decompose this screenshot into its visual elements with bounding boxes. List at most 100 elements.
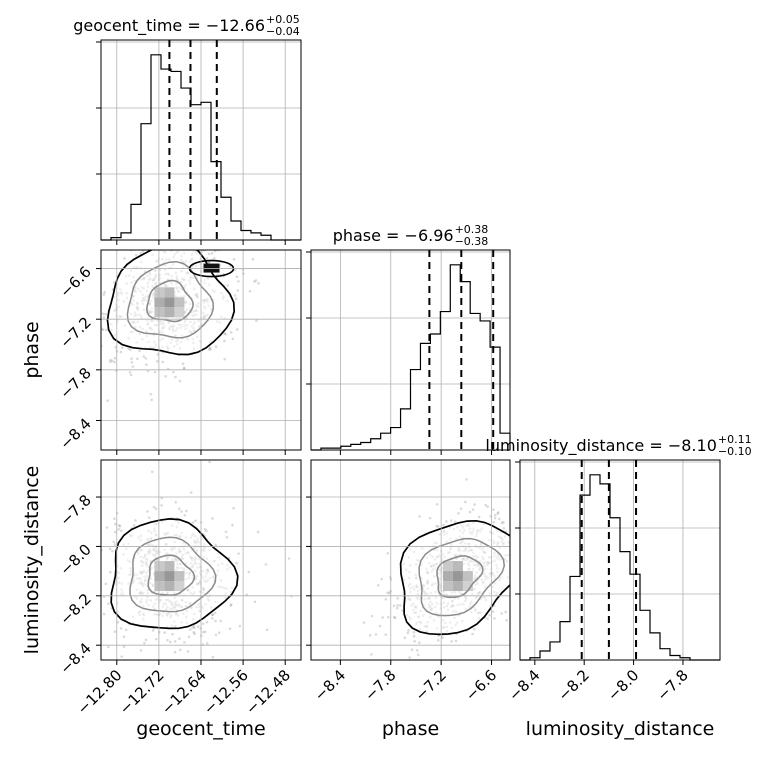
sample-point bbox=[253, 600, 257, 604]
title-plus: +0.38 bbox=[455, 223, 489, 236]
sample-point bbox=[527, 563, 530, 566]
sample-point bbox=[113, 517, 116, 520]
sample-point bbox=[122, 645, 126, 648]
sample-point bbox=[92, 315, 95, 318]
sample-point bbox=[182, 367, 186, 370]
sample-point bbox=[459, 507, 463, 511]
title-text: geocent_time = −12.66 bbox=[73, 16, 265, 36]
sample-point bbox=[146, 369, 150, 373]
sample-point bbox=[87, 576, 90, 579]
sample-point bbox=[374, 633, 378, 636]
sample-point bbox=[171, 228, 174, 231]
sample-point bbox=[254, 279, 258, 282]
sample-point bbox=[523, 571, 526, 574]
y-tick-label: −8.0 bbox=[56, 541, 94, 579]
contour-line bbox=[110, 518, 239, 630]
sample-point bbox=[162, 240, 165, 243]
sample-point bbox=[214, 619, 217, 623]
sample-point bbox=[253, 280, 256, 283]
sample-point bbox=[265, 628, 269, 632]
sample-point bbox=[113, 360, 116, 364]
sample-point bbox=[174, 375, 177, 379]
sample-point bbox=[473, 503, 476, 506]
sample-point bbox=[174, 500, 178, 504]
sample-point bbox=[134, 253, 138, 257]
sample-point bbox=[468, 510, 472, 514]
sample-point bbox=[234, 297, 238, 300]
density-panel bbox=[83, 460, 293, 659]
sample-point bbox=[393, 616, 397, 620]
grid-layer bbox=[101, 40, 720, 660]
sample-point bbox=[145, 363, 148, 366]
sample-point bbox=[453, 520, 457, 524]
sample-point bbox=[207, 348, 211, 351]
sample-point bbox=[124, 628, 128, 632]
sample-point bbox=[362, 621, 366, 624]
sample-point bbox=[104, 312, 108, 316]
sample-point bbox=[155, 359, 159, 363]
sample-point bbox=[392, 604, 396, 608]
sample-point bbox=[211, 613, 214, 617]
sample-point bbox=[214, 633, 218, 637]
panel-frame bbox=[310, 459, 511, 661]
sample-point bbox=[237, 552, 240, 555]
y-tick-label: −6.6 bbox=[56, 263, 94, 301]
sample-point bbox=[445, 520, 448, 523]
sample-point bbox=[182, 366, 186, 370]
title-text: phase = −6.96 bbox=[333, 226, 454, 245]
sample-point bbox=[486, 505, 490, 508]
sample-point bbox=[498, 517, 501, 521]
sample-point bbox=[102, 316, 106, 319]
sample-point bbox=[139, 252, 142, 255]
x-tick-label: −7.8 bbox=[653, 666, 691, 704]
title-minus: −0.10 bbox=[718, 445, 752, 458]
title-minus: −0.04 bbox=[266, 25, 300, 38]
title-phase: phase = −6.96 +0.38−0.38 bbox=[333, 223, 489, 248]
sample-point bbox=[183, 202, 186, 205]
density-panel bbox=[92, 202, 260, 403]
sample-point bbox=[417, 641, 421, 644]
title-minus: −0.38 bbox=[455, 235, 489, 248]
sample-point bbox=[450, 640, 453, 643]
sample-point bbox=[235, 328, 239, 331]
sample-point bbox=[225, 535, 229, 539]
sample-point bbox=[130, 357, 133, 361]
x-tick-label: −7.8 bbox=[361, 666, 399, 704]
sample-point bbox=[401, 609, 404, 612]
sample-point bbox=[493, 617, 496, 620]
sample-point bbox=[151, 629, 155, 632]
y-tick-label: −7.8 bbox=[56, 364, 94, 402]
sample-point bbox=[161, 360, 165, 364]
y-tick-label: −8.4 bbox=[56, 639, 94, 677]
sample-point bbox=[213, 231, 216, 234]
sample-point bbox=[173, 219, 176, 222]
sample-point bbox=[180, 226, 183, 229]
sample-point bbox=[417, 665, 420, 668]
sample-point bbox=[181, 362, 185, 366]
sample-point bbox=[395, 606, 399, 610]
title-plus: +0.05 bbox=[266, 13, 300, 26]
sample-point bbox=[96, 531, 99, 534]
sample-point bbox=[247, 570, 251, 574]
sample-point bbox=[153, 370, 157, 374]
sample-point bbox=[525, 561, 528, 564]
sample-point bbox=[386, 551, 390, 555]
sample-point bbox=[219, 619, 223, 623]
sample-point bbox=[387, 615, 390, 619]
sample-point bbox=[168, 640, 172, 644]
sample-point bbox=[491, 610, 495, 614]
sample-point bbox=[376, 584, 380, 587]
sample-point bbox=[513, 619, 516, 622]
sample-point bbox=[412, 631, 416, 634]
sample-point bbox=[208, 346, 212, 349]
sample-point bbox=[500, 612, 504, 615]
sample-point bbox=[101, 312, 105, 316]
sample-point bbox=[201, 643, 205, 647]
sample-point bbox=[173, 640, 177, 643]
sample-point bbox=[515, 578, 518, 581]
sample-point bbox=[136, 357, 139, 361]
sample-point bbox=[511, 561, 514, 564]
sample-point bbox=[144, 357, 148, 360]
sample-point bbox=[83, 632, 86, 635]
x-tick-label: −7.2 bbox=[411, 666, 449, 704]
